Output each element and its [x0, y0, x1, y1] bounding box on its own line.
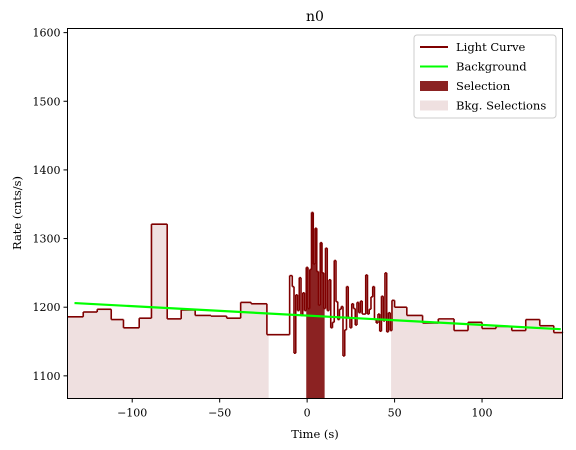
y-tick-label: 1400	[33, 164, 61, 177]
bkg-selection-1	[391, 300, 563, 399]
x-tick-label: −50	[208, 407, 231, 420]
y-tick-label: 1600	[33, 27, 61, 40]
y-tick-label: 1200	[33, 301, 61, 314]
background-layer	[74, 301, 561, 331]
x-tick-label: 0	[304, 407, 311, 420]
y-axis: 1100 1200 1300 1400 1500 1600	[33, 27, 68, 383]
x-tick-label: −100	[117, 407, 147, 420]
y-axis-label: Rate (cnts/s)	[10, 176, 24, 250]
y-tick-label: 1300	[33, 233, 61, 246]
legend: Light Curve Background Selection Bkg. Selec…	[413, 34, 557, 119]
selection-region	[306, 212, 325, 399]
y-tick-label: 1500	[33, 95, 61, 108]
background-line	[74, 301, 561, 331]
y-tick-label: 1100	[33, 370, 61, 383]
light-curve-layer	[67, 211, 564, 357]
chart-title: n0	[306, 9, 324, 25]
legend-label-1: Background	[456, 60, 527, 74]
bkg-selection-0	[67, 224, 269, 399]
legend-label-0: Light Curve	[456, 40, 526, 54]
x-axis-label: Time (s)	[291, 427, 339, 441]
legend-swatch-2	[420, 81, 448, 91]
legend-label-2: Selection	[456, 79, 511, 93]
x-tick-label: 50	[388, 407, 402, 420]
selection-layer	[306, 212, 325, 399]
legend-box	[413, 34, 557, 119]
legend-label-3: Bkg. Selections	[456, 99, 546, 113]
x-tick-label: 100	[472, 407, 493, 420]
plot-frame	[67, 28, 563, 399]
bkg-selections-layer	[67, 224, 563, 399]
x-axis: −100 −50 0 50 100	[117, 398, 493, 420]
legend-swatch-3	[420, 100, 448, 111]
